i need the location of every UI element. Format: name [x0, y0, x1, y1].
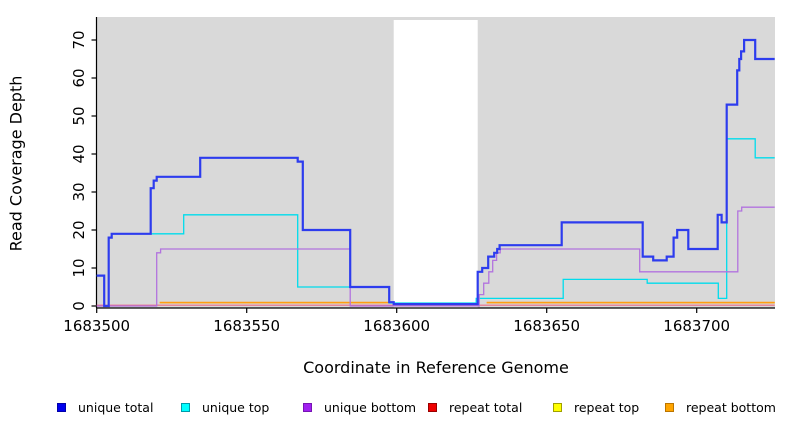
legend-label-unique-top: unique top	[202, 399, 270, 415]
x-tick-label: 1683550	[213, 317, 280, 335]
legend-swatch-unique-bottom	[303, 402, 312, 412]
series-line-unique-bottom	[96, 206, 775, 307]
legend-label-repeat-bottom: repeat bottom	[686, 399, 776, 415]
y-tick-label: 0	[70, 301, 88, 311]
legend-swatch-repeat-top	[553, 402, 562, 412]
y-tick-label: 60	[70, 68, 88, 87]
legend-item-unique-total: unique total	[57, 399, 153, 415]
legend-label-repeat-top: repeat top	[574, 399, 640, 415]
x-tick-label: 1683500	[63, 317, 130, 335]
legend-item-unique-top: unique top	[181, 399, 269, 415]
y-tick-label: 50	[70, 106, 88, 125]
legend-item-unique-bottom: unique bottom	[303, 399, 416, 415]
legend-swatch-unique-top	[181, 402, 190, 412]
y-axis-title: Read Coverage Depth	[6, 75, 26, 252]
series-line-unique-total	[96, 38, 775, 308]
legend-label-unique-total: unique total	[78, 399, 154, 415]
y-tick-label: 20	[70, 220, 88, 239]
x-axis-title: Coordinate in Reference Genome	[303, 358, 569, 377]
legend-label-unique-bottom: unique bottom	[324, 399, 417, 415]
no-data-band	[393, 20, 478, 308]
x-tick-label: 1683600	[363, 317, 430, 335]
legend-item-repeat-bottom: repeat bottom	[665, 399, 776, 415]
legend-swatch-repeat-bottom	[665, 402, 674, 412]
y-tick-label: 40	[70, 144, 88, 163]
legend-item-repeat-top: repeat top	[553, 399, 639, 415]
legend-item-repeat-total: repeat total	[428, 399, 522, 415]
legend-label-repeat-total: repeat total	[449, 399, 523, 415]
y-tick-label: 70	[70, 30, 88, 49]
legend-swatch-repeat-total	[428, 402, 437, 412]
legend-swatch-unique-total	[57, 402, 66, 412]
x-tick-label: 1683700	[663, 317, 730, 335]
y-tick-label: 30	[70, 182, 88, 201]
y-tick-label: 10	[70, 258, 88, 277]
x-tick-label: 1683650	[513, 317, 580, 335]
